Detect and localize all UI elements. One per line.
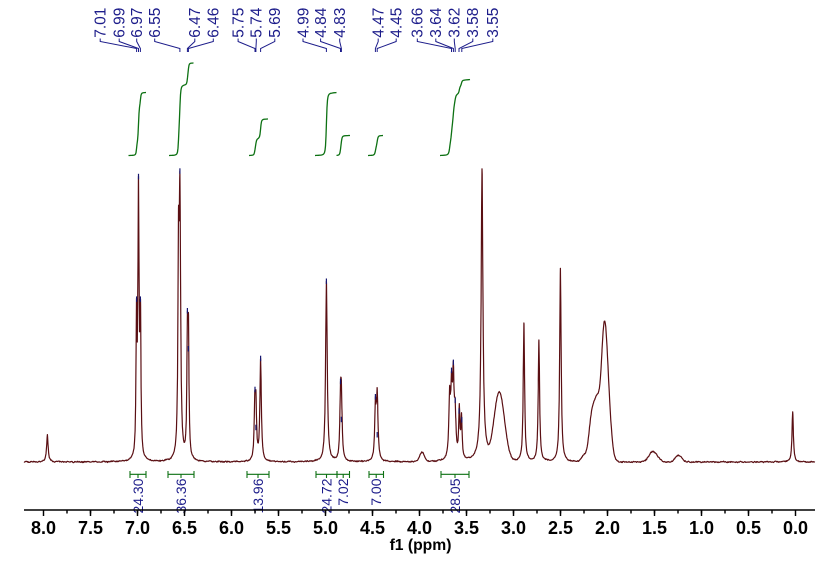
svg-text:3.64: 3.64 [428, 7, 445, 38]
svg-text:8.0: 8.0 [31, 518, 56, 538]
svg-text:6.55: 6.55 [147, 8, 164, 38]
svg-text:6.46: 6.46 [206, 8, 223, 38]
svg-text:3.58: 3.58 [465, 8, 482, 38]
svg-text:0.0: 0.0 [783, 518, 808, 538]
svg-text:4.5: 4.5 [360, 518, 385, 538]
svg-text:3.0: 3.0 [501, 518, 526, 538]
svg-text:6.99: 6.99 [112, 8, 129, 38]
svg-text:7.01: 7.01 [93, 8, 110, 38]
svg-text:f1 (ppm): f1 (ppm) [390, 537, 452, 554]
svg-text:1.0: 1.0 [689, 518, 714, 538]
svg-text:6.97: 6.97 [129, 8, 146, 38]
svg-text:28.05: 28.05 [447, 478, 463, 513]
svg-text:4.84: 4.84 [313, 7, 330, 38]
svg-text:36.36: 36.36 [173, 478, 189, 513]
svg-text:4.99: 4.99 [295, 8, 312, 38]
svg-text:3.66: 3.66 [410, 8, 427, 38]
svg-text:2.5: 2.5 [548, 518, 573, 538]
svg-text:6.0: 6.0 [219, 518, 244, 538]
svg-text:6.47: 6.47 [187, 8, 204, 38]
svg-text:24.30: 24.30 [130, 478, 146, 513]
svg-text:3.55: 3.55 [485, 8, 502, 38]
svg-text:4.83: 4.83 [332, 8, 349, 38]
svg-text:1.5: 1.5 [642, 518, 667, 538]
svg-text:0.5: 0.5 [736, 518, 761, 538]
svg-text:3.5: 3.5 [454, 518, 479, 538]
svg-text:7.0: 7.0 [125, 518, 150, 538]
svg-text:4.0: 4.0 [407, 518, 432, 538]
svg-text:7.00: 7.00 [368, 478, 384, 505]
svg-text:7.5: 7.5 [78, 518, 103, 538]
svg-text:5.5: 5.5 [266, 518, 291, 538]
svg-text:5.0: 5.0 [313, 518, 338, 538]
svg-text:24.72: 24.72 [319, 478, 335, 513]
svg-text:4.47: 4.47 [371, 8, 388, 38]
svg-text:13.96: 13.96 [250, 478, 266, 513]
svg-text:7.02: 7.02 [335, 478, 351, 505]
svg-text:4.45: 4.45 [389, 8, 406, 38]
svg-text:2.0: 2.0 [595, 518, 620, 538]
svg-text:6.5: 6.5 [172, 518, 197, 538]
svg-text:5.75: 5.75 [230, 8, 247, 38]
svg-text:5.74: 5.74 [249, 7, 266, 38]
svg-text:3.62: 3.62 [447, 8, 464, 38]
svg-text:5.69: 5.69 [267, 8, 284, 38]
